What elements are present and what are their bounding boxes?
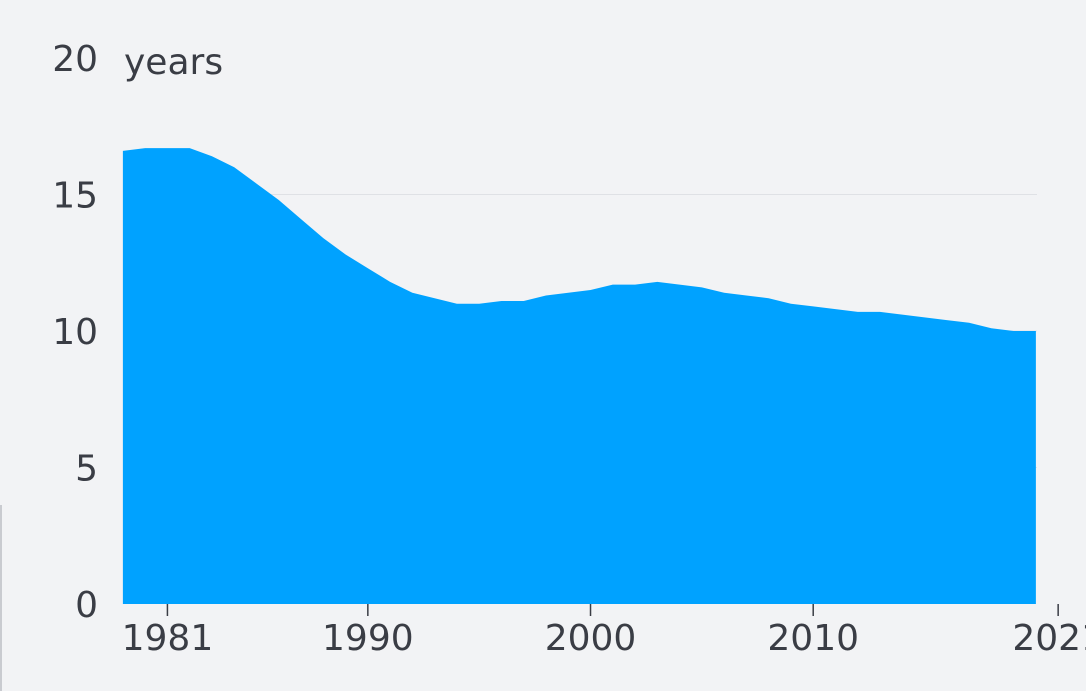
x-tick-label: 2010	[767, 618, 859, 659]
area-layer	[122, 148, 1036, 604]
x-tick-label: 1990	[322, 618, 414, 659]
y-axis-unit-label: years	[124, 42, 223, 83]
y-tick-label: 10	[52, 312, 98, 353]
area-series	[122, 148, 1036, 604]
x-tick-label: 2021	[1012, 618, 1086, 659]
left-edge-divider	[0, 505, 2, 691]
x-axis: 1981 1990 2000 2010 2021	[122, 604, 1086, 659]
y-tick-label: 15	[52, 176, 98, 217]
y-tick-label: 5	[75, 449, 98, 490]
y-axis: 0 5 10 15 20	[52, 39, 98, 626]
y-tick-label: 0	[75, 585, 98, 626]
x-tick-label: 1981	[122, 618, 214, 659]
y-tick-label: 20	[52, 39, 98, 80]
x-tick-label: 2000	[545, 618, 637, 659]
